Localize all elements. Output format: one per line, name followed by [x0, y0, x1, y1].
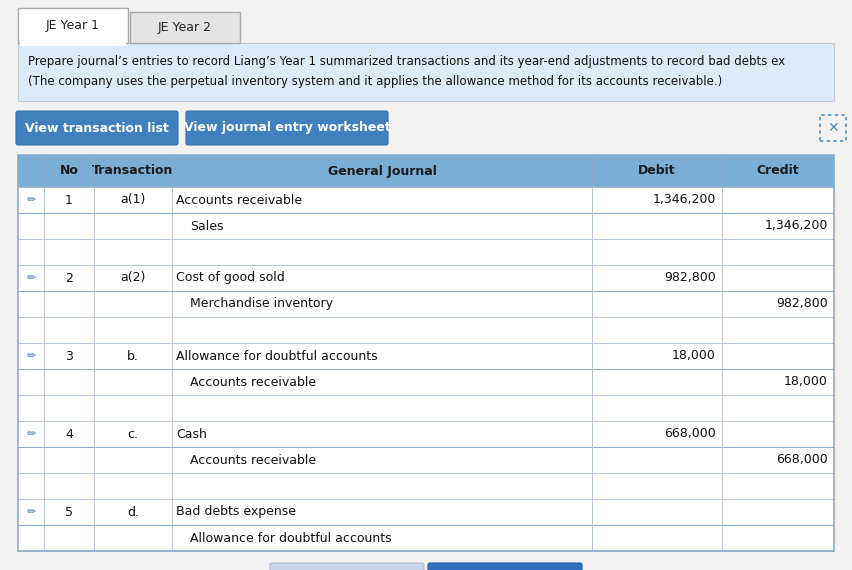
- Text: 1: 1: [65, 193, 73, 206]
- Bar: [18, 291, 834, 317]
- Bar: [18, 8, 128, 43]
- Text: c.: c.: [128, 428, 139, 441]
- Text: No: No: [60, 165, 78, 177]
- Bar: [18, 369, 834, 395]
- Text: a(1): a(1): [120, 193, 146, 206]
- Bar: [18, 265, 834, 291]
- Text: 668,000: 668,000: [776, 454, 828, 466]
- Bar: [18, 155, 834, 187]
- Bar: [18, 213, 834, 239]
- Text: Bad debts expense: Bad debts expense: [176, 506, 296, 519]
- Text: ✏: ✏: [26, 195, 36, 205]
- Text: Prepare journal’s entries to record Liang’s Year 1 summarized transactions and i: Prepare journal’s entries to record Lian…: [28, 55, 786, 67]
- Text: 1,346,200: 1,346,200: [653, 193, 716, 206]
- Bar: [18, 421, 834, 447]
- Text: Debit: Debit: [638, 165, 676, 177]
- Text: General Journal: General Journal: [327, 165, 436, 177]
- Text: 982,800: 982,800: [776, 298, 828, 311]
- FancyBboxPatch shape: [428, 563, 582, 570]
- Bar: [18, 155, 834, 551]
- Text: Merchandise inventory: Merchandise inventory: [190, 298, 333, 311]
- Text: 4: 4: [65, 428, 73, 441]
- Text: Sales: Sales: [190, 219, 223, 233]
- Text: Credit: Credit: [757, 165, 799, 177]
- FancyBboxPatch shape: [270, 563, 424, 570]
- Bar: [820, 115, 846, 141]
- Text: Cost of good sold: Cost of good sold: [176, 271, 285, 284]
- Text: 668,000: 668,000: [665, 428, 716, 441]
- Text: 1,346,200: 1,346,200: [764, 219, 828, 233]
- Text: ✏: ✏: [26, 429, 36, 439]
- Text: Accounts receivable: Accounts receivable: [176, 193, 302, 206]
- Bar: [820, 115, 846, 141]
- Text: ✏: ✏: [26, 273, 36, 283]
- Text: ✏: ✏: [26, 351, 36, 361]
- Text: Transaction: Transaction: [92, 165, 174, 177]
- Bar: [18, 447, 834, 473]
- Bar: [20, 41, 126, 46]
- Text: d.: d.: [127, 506, 139, 519]
- Bar: [18, 239, 834, 265]
- Bar: [18, 473, 834, 499]
- Text: 2: 2: [65, 271, 73, 284]
- Bar: [18, 525, 834, 551]
- FancyBboxPatch shape: [186, 111, 388, 145]
- Bar: [18, 499, 834, 525]
- Bar: [130, 12, 240, 43]
- Text: 18,000: 18,000: [784, 376, 828, 389]
- Text: 5: 5: [65, 506, 73, 519]
- Bar: [18, 395, 834, 421]
- Text: View transaction list: View transaction list: [25, 121, 169, 135]
- Text: Cash: Cash: [176, 428, 207, 441]
- Text: JE Year 2: JE Year 2: [158, 21, 212, 34]
- Text: 3: 3: [65, 349, 73, 363]
- FancyBboxPatch shape: [16, 111, 178, 145]
- Bar: [18, 187, 834, 213]
- Bar: [18, 343, 834, 369]
- Bar: [18, 317, 834, 343]
- Text: 18,000: 18,000: [672, 349, 716, 363]
- Text: Allowance for doubtful accounts: Allowance for doubtful accounts: [176, 349, 377, 363]
- Text: ✏: ✏: [26, 507, 36, 517]
- Text: Accounts receivable: Accounts receivable: [190, 454, 316, 466]
- Text: Accounts receivable: Accounts receivable: [190, 376, 316, 389]
- Bar: [18, 43, 834, 101]
- Text: 982,800: 982,800: [665, 271, 716, 284]
- Text: View journal entry worksheet: View journal entry worksheet: [184, 121, 390, 135]
- Bar: [18, 155, 834, 551]
- Text: b.: b.: [127, 349, 139, 363]
- Text: a(2): a(2): [120, 271, 146, 284]
- Text: ✕: ✕: [827, 121, 839, 135]
- Text: JE Year 1: JE Year 1: [46, 18, 100, 31]
- Text: (The company uses the perpetual inventory system and it applies the allowance me: (The company uses the perpetual inventor…: [28, 75, 722, 88]
- Text: Allowance for doubtful accounts: Allowance for doubtful accounts: [190, 531, 392, 544]
